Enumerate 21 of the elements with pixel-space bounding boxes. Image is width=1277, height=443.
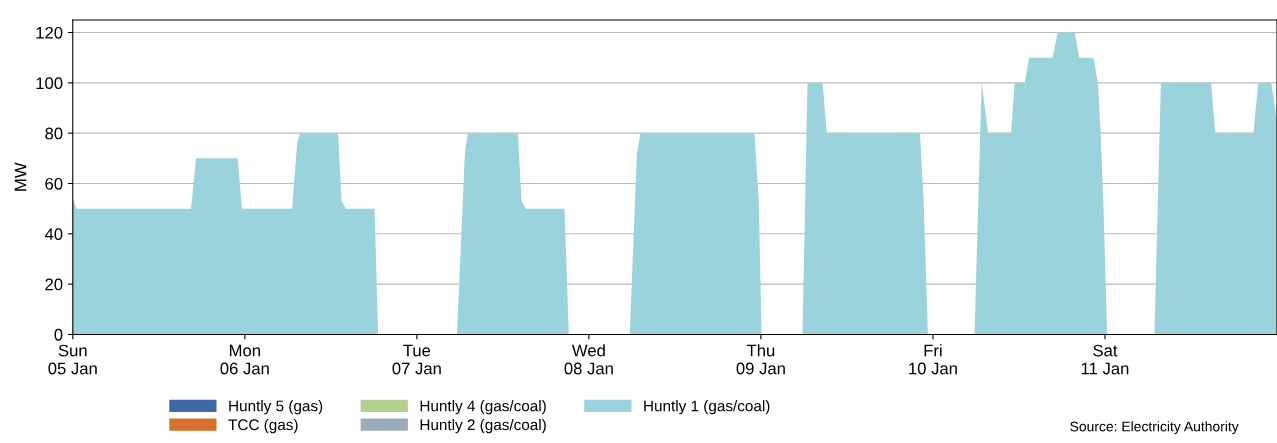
x-tick-label: Mon 06 Jan [220, 344, 269, 375]
y-tick-label: 20 [45, 278, 63, 291]
x-tick-label: Sun 05 Jan [48, 344, 97, 375]
legend-label: Huntly 1 (gas/coal) [644, 400, 770, 415]
y-axis-title: MW [14, 162, 27, 191]
x-tick-label: Wed 08 Jan [564, 344, 613, 375]
legend-label: TCC (gas) [228, 418, 298, 434]
x-tick-label: Tue 07 Jan [392, 344, 441, 375]
source-note: Source: Electricity Authority [1070, 421, 1239, 435]
legend-label: Huntly 5 (gas) [229, 400, 323, 415]
legend-label: Huntly 4 (gas/coal) [420, 400, 546, 415]
x-tick-label: Thu 09 Jan [736, 344, 785, 375]
y-tick-label: 40 [44, 228, 63, 241]
y-tick-label: 60 [45, 177, 63, 190]
legend-label: Huntly 2 (gas/coal) [420, 418, 546, 434]
y-tick-label: 0 [54, 328, 63, 341]
y-tick-label: 120 [36, 26, 63, 39]
y-tick-label: 100 [36, 77, 63, 90]
x-tick-label: Sat 11 Jan [1081, 344, 1129, 375]
y-tick-label: 80 [45, 127, 63, 140]
x-tick-label: Fri 10 Jan [909, 344, 957, 375]
